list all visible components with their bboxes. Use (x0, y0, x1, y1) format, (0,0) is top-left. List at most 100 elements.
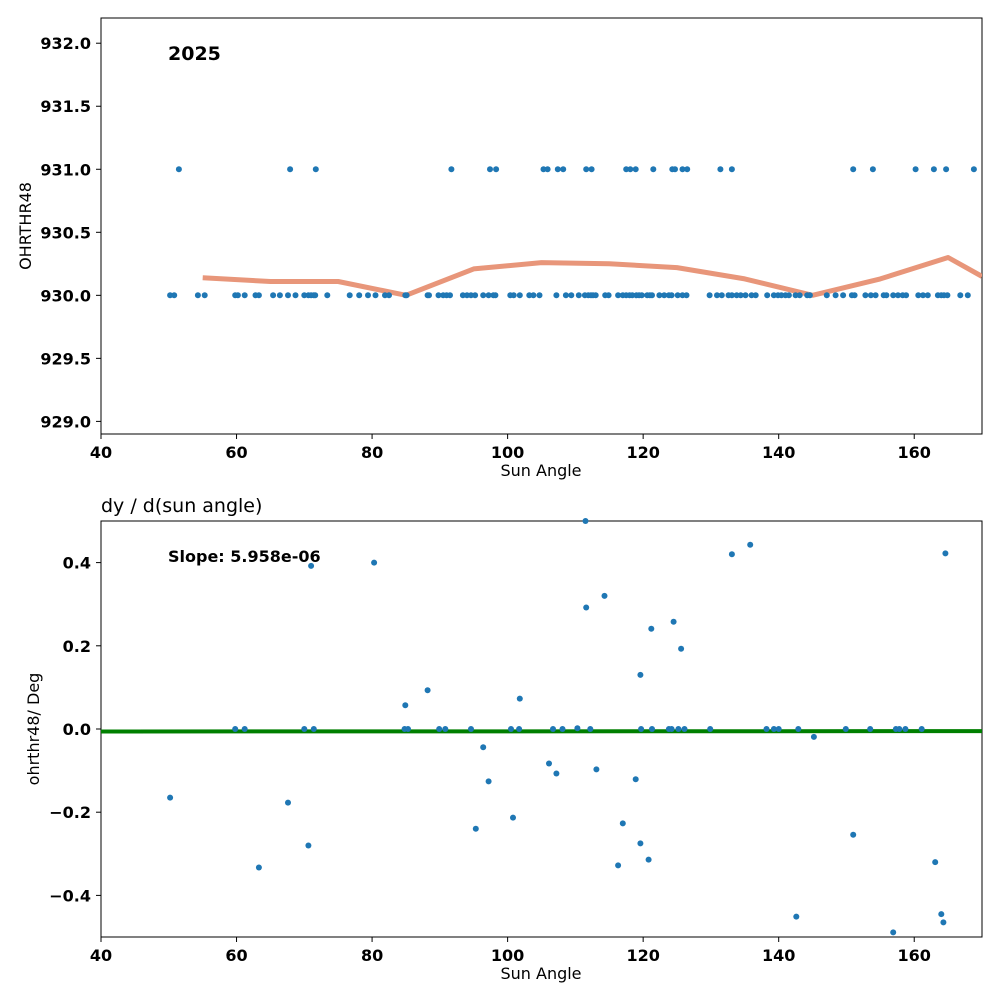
data-point (649, 292, 655, 299)
data-point (346, 292, 353, 299)
data-point (770, 726, 777, 732)
data-point (516, 292, 523, 299)
data-point (287, 166, 294, 173)
data-point (637, 671, 644, 678)
data-point (718, 292, 725, 299)
data-point (627, 166, 634, 173)
data-point (748, 292, 755, 299)
data-point (485, 292, 492, 299)
data-point (648, 625, 655, 632)
top-x-ticks: 40 60 80 100 120 140 160 (90, 434, 931, 462)
data-point (656, 292, 663, 299)
data-point (728, 292, 735, 299)
data-point (448, 166, 455, 173)
data-point (920, 292, 926, 299)
data-point (568, 292, 575, 299)
data-point (530, 292, 537, 299)
data-point (930, 166, 937, 173)
x-tick-label: 40 (90, 946, 112, 965)
top-y-ticks: 929.0 929.5 930.0 930.5 931.0 931.5 932.0 (40, 34, 101, 431)
data-point (944, 292, 951, 299)
data-point (587, 726, 594, 732)
data-point (301, 726, 308, 732)
data-point (386, 292, 392, 299)
bottom-y-ticks: −0.4 −0.2 0.0 0.2 0.4 (49, 554, 101, 905)
data-point (775, 726, 782, 732)
data-point (747, 541, 754, 548)
data-point (924, 292, 931, 299)
bottom-marks (101, 518, 982, 936)
data-point (605, 292, 612, 299)
data-point (938, 911, 945, 918)
data-point (764, 292, 771, 299)
data-point (615, 862, 622, 869)
data-point (862, 292, 869, 299)
data-point (932, 859, 939, 866)
top-marks (167, 166, 982, 299)
data-point (629, 292, 636, 299)
data-point (546, 760, 552, 767)
data-point (285, 799, 291, 806)
data-point (405, 726, 411, 732)
bottom-slope-annotation: Slope: 5.958e-06 (168, 547, 321, 566)
data-point (706, 292, 713, 299)
data-point (276, 292, 283, 299)
data-point (728, 166, 735, 173)
data-point (670, 618, 677, 625)
data-point (510, 814, 516, 821)
data-point (770, 292, 777, 299)
data-point (872, 292, 879, 299)
y-tick-label: −0.2 (49, 803, 91, 822)
data-point (550, 726, 556, 732)
data-point (623, 166, 630, 173)
x-tick-label: 80 (361, 443, 383, 462)
data-point (167, 794, 174, 801)
data-point (806, 292, 813, 299)
top-scatter-plot: 2025 Sun Angle OHRTHR48 40 60 80 100 120 140 1… (16, 17, 983, 480)
data-point (890, 929, 897, 936)
y-tick-label: 0.4 (63, 554, 91, 573)
data-point (480, 744, 487, 751)
data-point (232, 726, 239, 732)
data-point (707, 726, 714, 732)
data-point (717, 166, 724, 173)
data-point (582, 518, 589, 524)
data-point (970, 166, 977, 173)
data-point (593, 766, 600, 773)
data-point (516, 726, 523, 732)
data-point (601, 592, 608, 599)
data-point (675, 726, 682, 732)
data-point (403, 292, 410, 299)
data-point (560, 166, 567, 173)
data-point (356, 292, 363, 299)
data-point (842, 726, 849, 732)
data-point (681, 726, 688, 732)
data-point (895, 292, 901, 299)
x-tick-label: 120 (626, 946, 659, 965)
bottom-x-axis-label: Sun Angle (500, 964, 581, 983)
data-point (795, 726, 802, 732)
data-point (763, 726, 770, 732)
data-point (442, 726, 449, 732)
data-point (645, 856, 652, 863)
data-point (918, 726, 925, 732)
data-point (637, 840, 644, 847)
data-point (638, 292, 645, 299)
data-point (574, 725, 581, 732)
data-point (492, 292, 499, 299)
data-point (583, 166, 590, 173)
data-point (436, 726, 443, 732)
data-point (536, 292, 543, 299)
data-point (493, 166, 500, 173)
data-point (487, 166, 493, 173)
data-point (915, 292, 922, 299)
bottom-x-ticks: 40 60 80 100 120 140 160 (90, 937, 931, 965)
x-tick-label: 60 (225, 443, 247, 462)
data-point (890, 292, 897, 299)
data-point (167, 292, 174, 299)
bottom-derivative-plot: dy / d(sun angle) Slope: 5.958e-06 Sun A… (24, 495, 983, 983)
data-point (553, 292, 560, 299)
data-point (850, 166, 857, 173)
data-point (785, 292, 792, 299)
